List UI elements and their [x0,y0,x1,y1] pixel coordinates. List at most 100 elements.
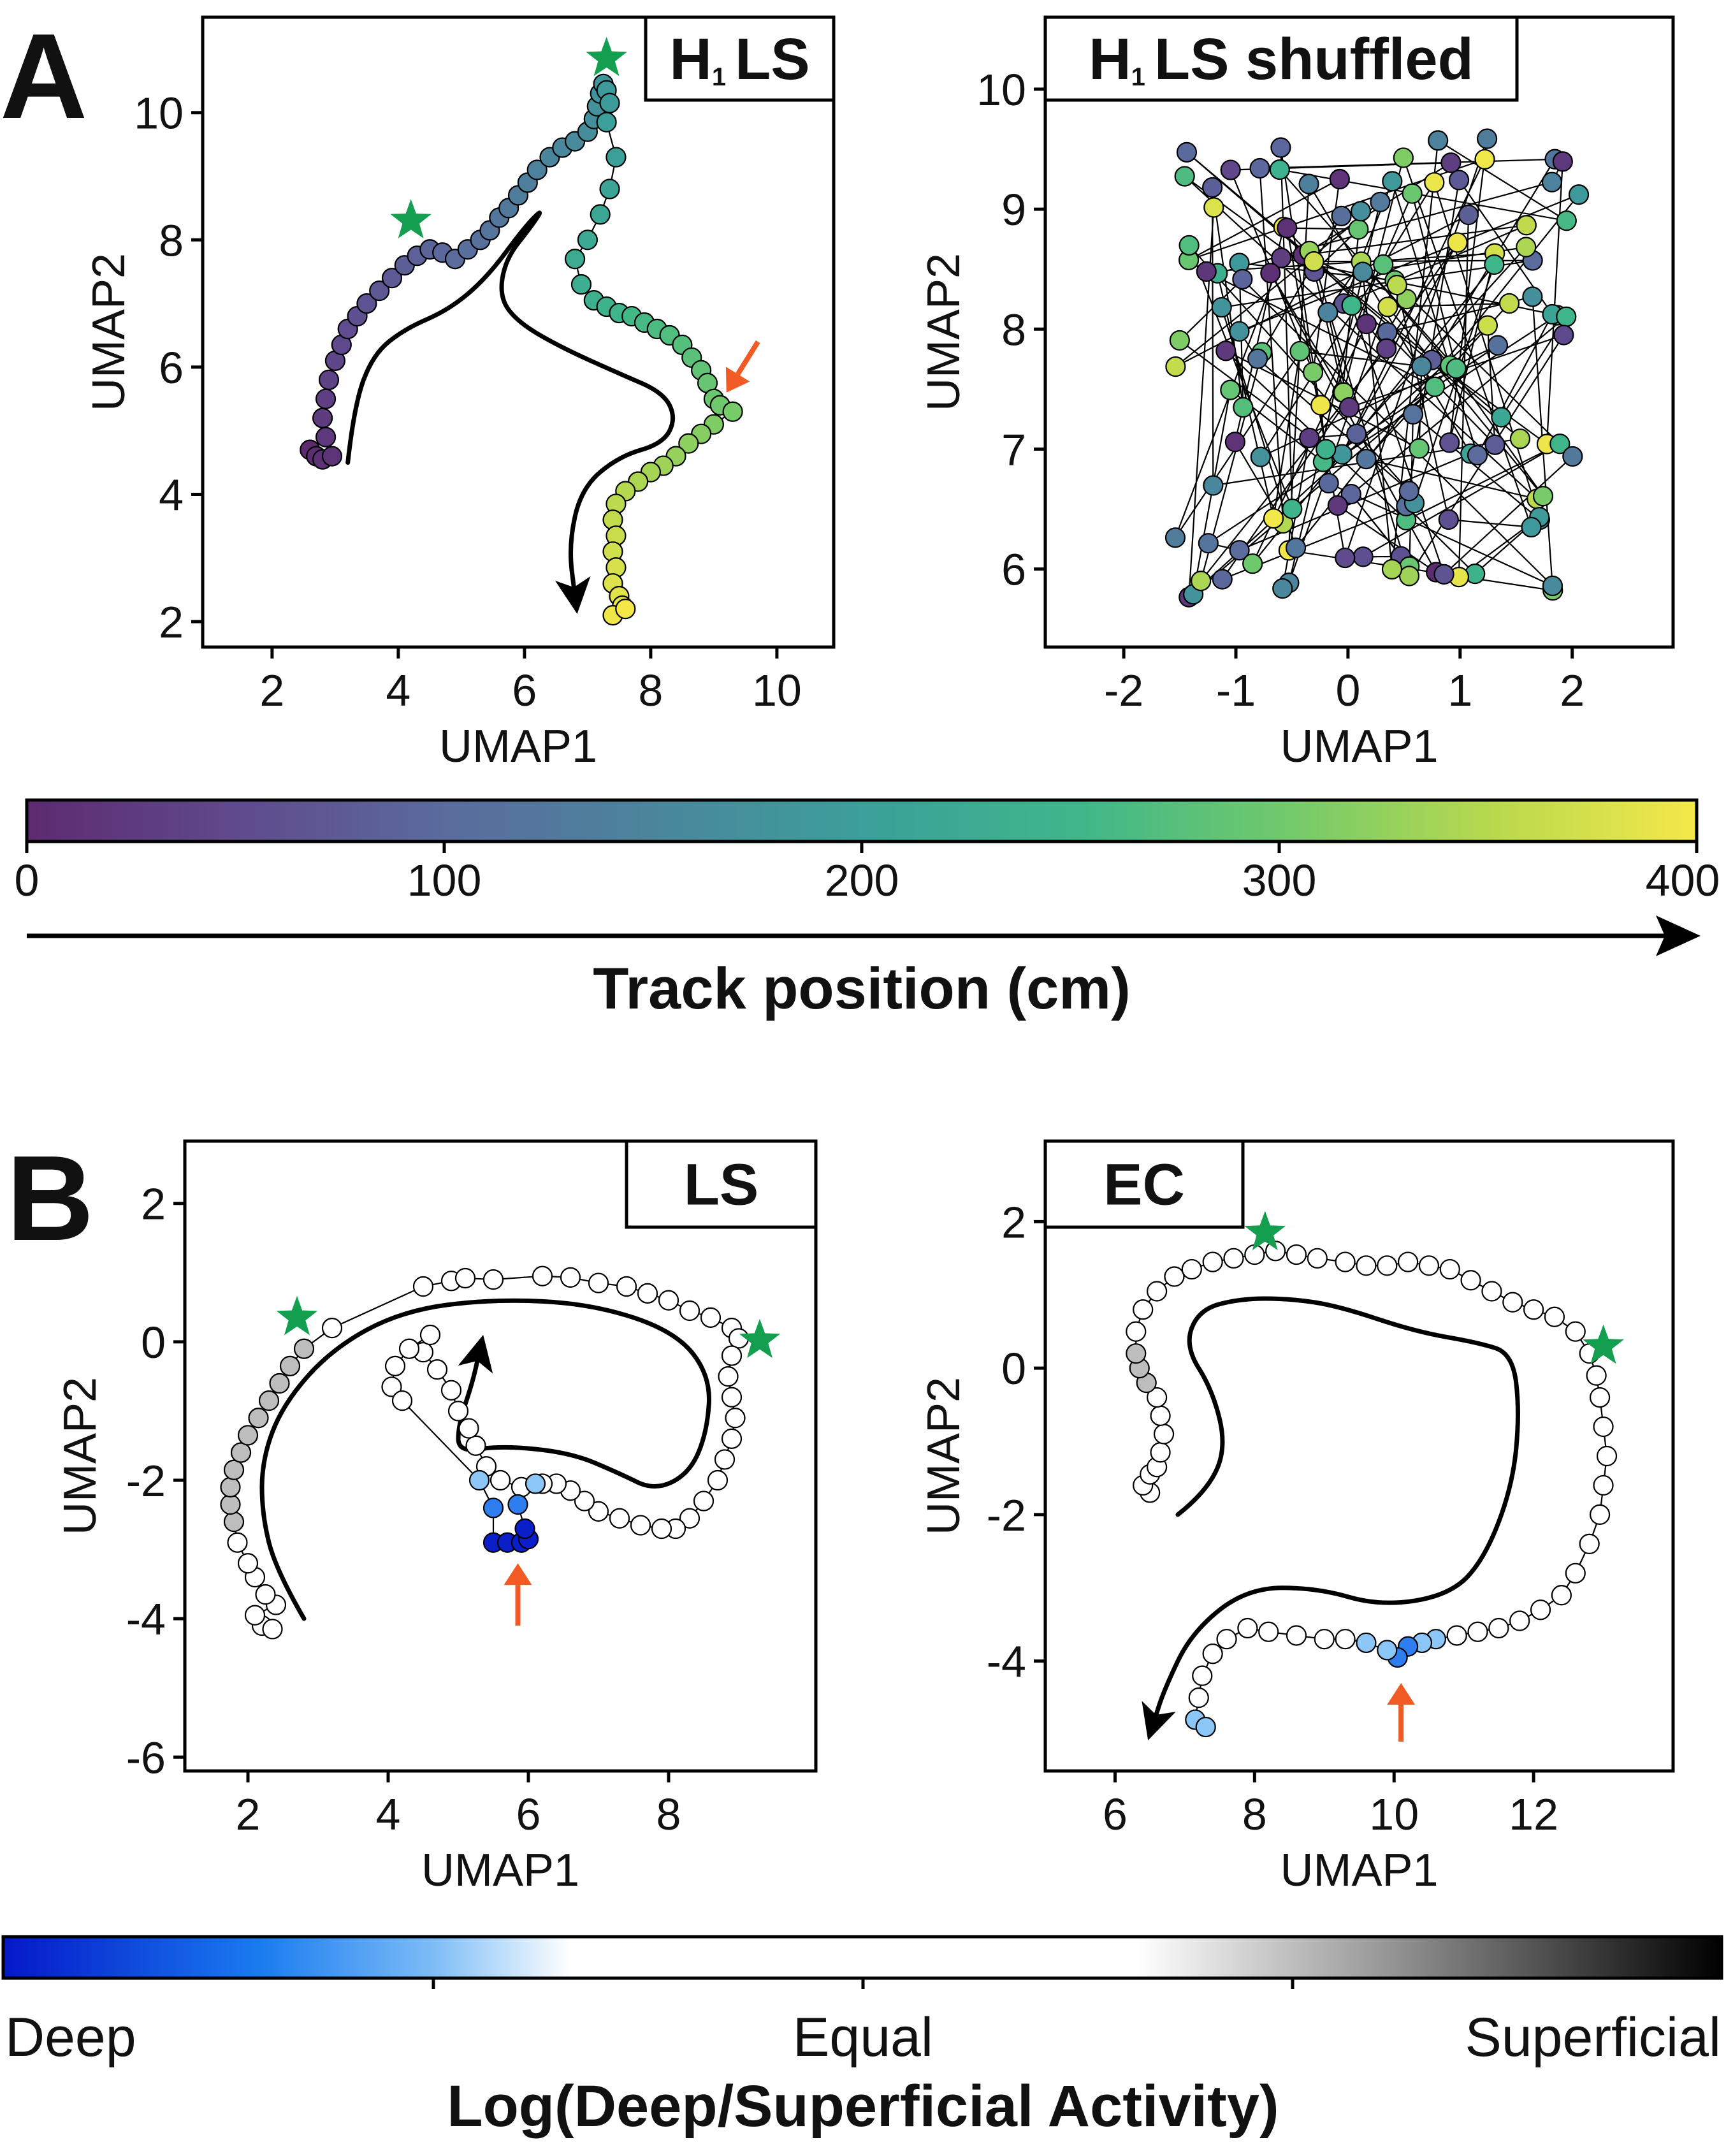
data-point [1316,439,1337,460]
data-point [1522,286,1543,307]
data-point [369,280,390,302]
data-point [1458,204,1479,226]
data-point [577,229,598,251]
x-tick-label: 10 [1369,1789,1419,1839]
data-point [1467,444,1488,466]
data-point [1411,356,1432,377]
star-marker [1244,1211,1286,1251]
data-point [1433,564,1454,585]
data-point [321,1318,343,1339]
panel-title-box [625,1139,818,1229]
data-point [1593,1475,1614,1496]
data-point [356,293,377,314]
data-point [1393,147,1414,168]
data-point [1424,172,1445,193]
data-point [1277,217,1298,238]
data-point [1579,1533,1600,1554]
track-colorbar-gradient [25,798,1699,843]
data-point [1589,1504,1611,1526]
data-point [1447,232,1468,253]
data-point [1250,446,1271,467]
x-tick-label: -1 [1216,666,1256,715]
data-point [560,1267,581,1288]
data-point [1439,432,1460,453]
data-point [1307,1248,1328,1269]
data-point [1260,263,1281,284]
chart-ls: 2 4 6 8 -6 -4 -2 0 2 UMAP1 UMAP2 LS [55,1139,818,1896]
data-point [1377,1640,1398,1661]
data-point [1126,1321,1147,1342]
data-point [1169,330,1190,351]
data-point [1556,210,1577,231]
data-point [248,1408,269,1429]
data-point [490,1469,511,1491]
data-point [220,1494,241,1515]
data-point [725,1408,746,1429]
data-point [1348,219,1369,240]
data-point [1565,1321,1586,1342]
track-colorbar-tick-label: 400 [1646,856,1720,905]
y-tick-label: 7 [1001,425,1026,474]
data-point [223,1511,245,1533]
data-point [570,274,592,295]
panel-title-box [1043,15,1519,102]
data-point [458,1418,479,1439]
data-point [721,1345,743,1366]
data-point [700,1307,722,1328]
data-point [1303,361,1324,383]
data-point [1150,1405,1171,1426]
data-point [679,1300,700,1322]
data-point [616,1276,637,1297]
data-point [1516,237,1537,258]
data-point [223,1459,245,1480]
data-point [262,1619,283,1640]
data-point [1272,578,1293,599]
y-tick-label: 8 [159,215,184,265]
data-point [609,1508,630,1529]
data-point [1289,340,1310,362]
track-colorbar-tick-label: 0 [15,856,40,905]
data-point [1488,1617,1509,1639]
data-point [599,178,620,200]
data-point [1551,1585,1572,1606]
ratio-colorbar-tick-label: Equal [793,2007,933,2068]
track-colorbar: 0 100 200 300 400 Track position (cm) [15,798,1720,1021]
data-point [1353,261,1374,282]
data-point [412,1276,434,1297]
plot-frame [183,1139,818,1773]
ratio-colorbar-label: Log(Deep/Superficial Activity) [447,2074,1279,2139]
data-point [312,407,333,428]
data-point [658,1290,679,1311]
data-point [1353,546,1374,567]
data-point [321,446,343,467]
trajectory-arrow [345,210,676,614]
data-point [1195,1716,1216,1738]
data-point [426,1359,448,1380]
data-point [1556,306,1577,327]
data-point [526,159,548,180]
data-point [1223,1248,1244,1269]
data-point [1356,1255,1377,1276]
data-point [1402,404,1424,425]
data-point [1165,356,1186,377]
track-direction-arrowhead [1656,915,1701,956]
data-point [1126,1343,1147,1364]
data-point [707,1469,729,1491]
data-point [1467,1621,1488,1642]
data-point [1487,335,1509,356]
data-point [1530,1599,1551,1621]
data-point [1147,1281,1168,1302]
data-point [1376,338,1397,359]
data-point [440,1380,462,1401]
data-point [722,401,743,422]
panel-title: LS [684,1153,759,1218]
data-point [599,92,620,113]
data-point [1565,1562,1586,1584]
data-point [237,1425,259,1446]
chart-h1-ls-shuffled: -2 -1 0 1 2 6 7 8 9 10 UMAP1 UMAP2 H1 LS shuffled [918,15,1675,772]
data-point [1521,516,1542,538]
data-point [1224,432,1245,453]
data-point [1258,1621,1279,1642]
data-point [1398,1251,1419,1272]
x-tick-label: 8 [638,666,663,715]
